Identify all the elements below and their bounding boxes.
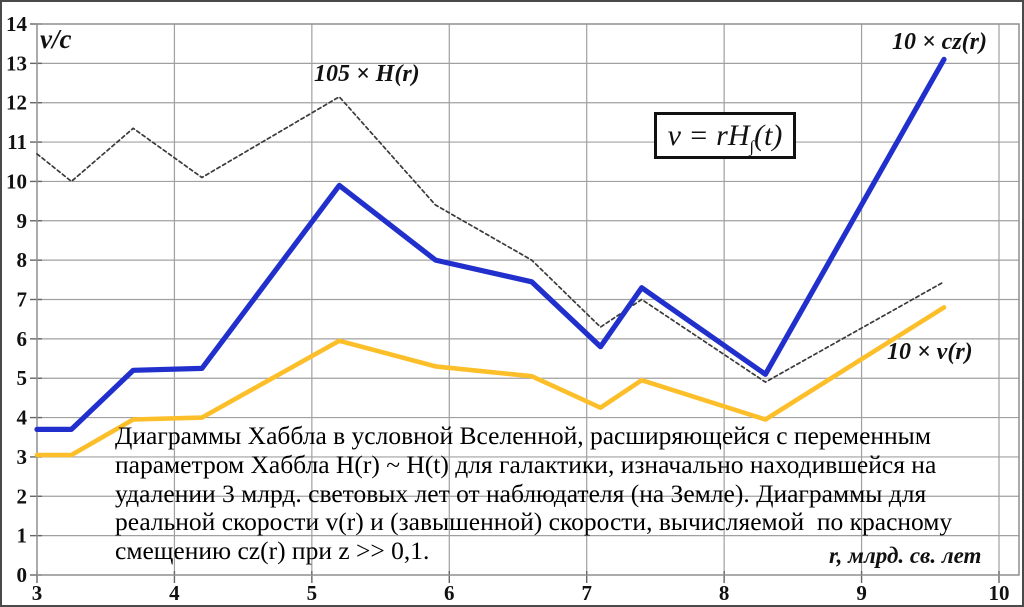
- y-tick-label: 13: [6, 51, 27, 75]
- x-tick-label: 4: [169, 581, 180, 605]
- caption-line: реальной скорости v(r) и (завышенной) ск…: [115, 507, 953, 537]
- y-tick-label: 12: [6, 91, 27, 115]
- x-tick-label: 9: [856, 581, 867, 605]
- y-tick-label: 11: [7, 130, 27, 154]
- formula-box: v = rH∫(t): [654, 112, 796, 159]
- caption-line: параметром Хаббла H(r) ~ H(t) для галакт…: [115, 449, 937, 479]
- v-series-label: 10 × v(r): [887, 339, 973, 365]
- x-tick-label: 3: [32, 581, 43, 605]
- y-tick-label: 3: [17, 445, 28, 469]
- caption-line: смещению cz(r) при z >> 0,1.: [115, 536, 430, 566]
- caption-block: Диаграммы Хаббла в условной Вселенной, р…: [115, 421, 953, 566]
- x-tick-label: 8: [719, 581, 730, 605]
- caption-line: Диаграммы Хаббла в условной Вселенной, р…: [115, 421, 931, 450]
- v-series-line: [34, 305, 947, 458]
- y-tick-label: 5: [17, 366, 28, 390]
- x-tick-label: 5: [307, 581, 318, 605]
- y-tick-label: 9: [17, 209, 28, 233]
- cz-series-label: 10 × cz(r): [892, 29, 987, 55]
- y-tick-label: 6: [17, 327, 28, 351]
- plot-border: [36, 23, 1020, 576]
- x-axis-label: r, млрд. св. лет: [829, 543, 982, 568]
- y-tick-label: 7: [17, 288, 28, 312]
- y-tick-label: 10: [6, 169, 27, 193]
- y-tick-label: 8: [17, 248, 28, 272]
- x-tick-label: 7: [581, 581, 592, 605]
- y-tick-label: 1: [17, 524, 28, 548]
- x-tick-label: 6: [444, 581, 455, 605]
- h-series-line: [36, 95, 945, 383]
- caption-line: удалении 3 млрд. световых лет от наблюда…: [115, 478, 927, 508]
- y-tick-label: 14: [6, 12, 28, 36]
- y-axis-label: v/c: [40, 24, 72, 54]
- y-tick-label: 4: [17, 406, 28, 430]
- x-tick-label: 10: [989, 581, 1010, 605]
- y-tick-label: 2: [17, 484, 28, 508]
- cz-series-line: [34, 56, 947, 432]
- y-tick-label: 0: [17, 563, 28, 587]
- h-series-label: 105 × H(r): [314, 61, 420, 87]
- formula-subscript: ∫: [749, 136, 755, 156]
- formula-text: v = rH∫(t): [667, 118, 783, 156]
